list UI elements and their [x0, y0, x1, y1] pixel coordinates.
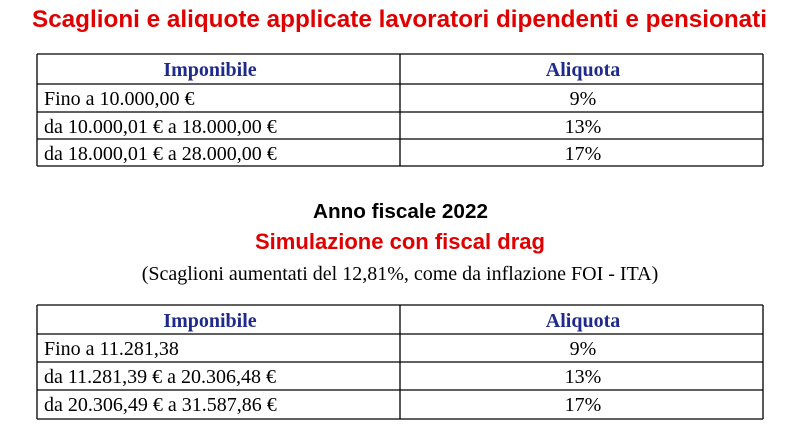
- cell: 13%: [565, 366, 602, 388]
- cell: Fino a 11.281,38: [44, 338, 179, 360]
- year: Anno fiscale 2022: [313, 201, 488, 223]
- cell: 17%: [565, 143, 602, 165]
- cell: da 10.000,01 € a 18.000,00 €: [44, 116, 277, 138]
- column-header: Imponibile: [163, 310, 256, 332]
- subtitle: Simulazione con fiscal drag: [255, 229, 545, 254]
- cell: da 18.000,01 € a 28.000,00 €: [44, 143, 277, 165]
- cell: 17%: [565, 394, 602, 416]
- cell: Fino a 10.000,00 €: [44, 88, 195, 110]
- cell: 9%: [570, 338, 597, 360]
- note: (Scaglioni aumentati del 12,81%, come da…: [142, 263, 659, 285]
- title: Scaglioni e aliquote applicate lavorator…: [32, 6, 767, 33]
- cell: 13%: [565, 116, 602, 138]
- cell: da 11.281,39 € a 20.306,48 €: [44, 366, 276, 388]
- column-header: Aliquota: [546, 59, 620, 81]
- cell: 9%: [570, 88, 597, 110]
- cell: da 20.306,49 € a 31.587,86 €: [44, 394, 277, 416]
- column-header: Aliquota: [546, 310, 620, 332]
- column-header: Imponibile: [163, 59, 256, 81]
